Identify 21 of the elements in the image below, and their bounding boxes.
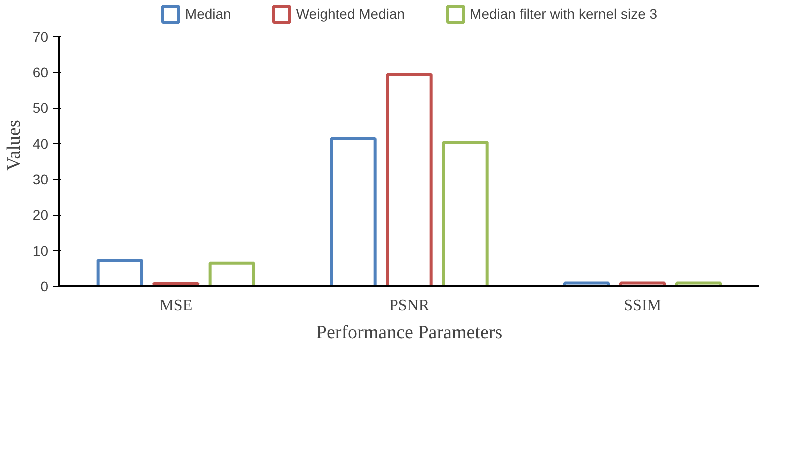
bar bbox=[386, 73, 433, 286]
y-tick-label: 70 bbox=[32, 28, 49, 45]
y-tick-label: 0 bbox=[40, 278, 49, 294]
legend-label: Median bbox=[185, 6, 232, 22]
legend-label: Median filter with kernel size 3 bbox=[470, 6, 658, 22]
x-tick-label: MSE bbox=[160, 298, 193, 314]
bar bbox=[96, 258, 144, 286]
y-tick-label: 50 bbox=[32, 100, 49, 116]
x-tick-label: PSNR bbox=[389, 298, 430, 314]
y-tick-label: 10 bbox=[32, 242, 49, 259]
y-tick-label: 40 bbox=[32, 136, 49, 152]
y-tick-label: 60 bbox=[32, 64, 49, 81]
bar bbox=[442, 140, 489, 286]
x-axis-title: Performance Parameters bbox=[316, 322, 503, 344]
y-axis-title: Values bbox=[4, 120, 25, 171]
x-tick-label: SSIM bbox=[624, 298, 662, 314]
y-tick-label: 30 bbox=[32, 172, 49, 188]
y-tick-label: 20 bbox=[32, 207, 49, 224]
bar bbox=[208, 262, 256, 286]
bar bbox=[330, 137, 377, 286]
legend-label: Weighted Median bbox=[296, 6, 406, 22]
